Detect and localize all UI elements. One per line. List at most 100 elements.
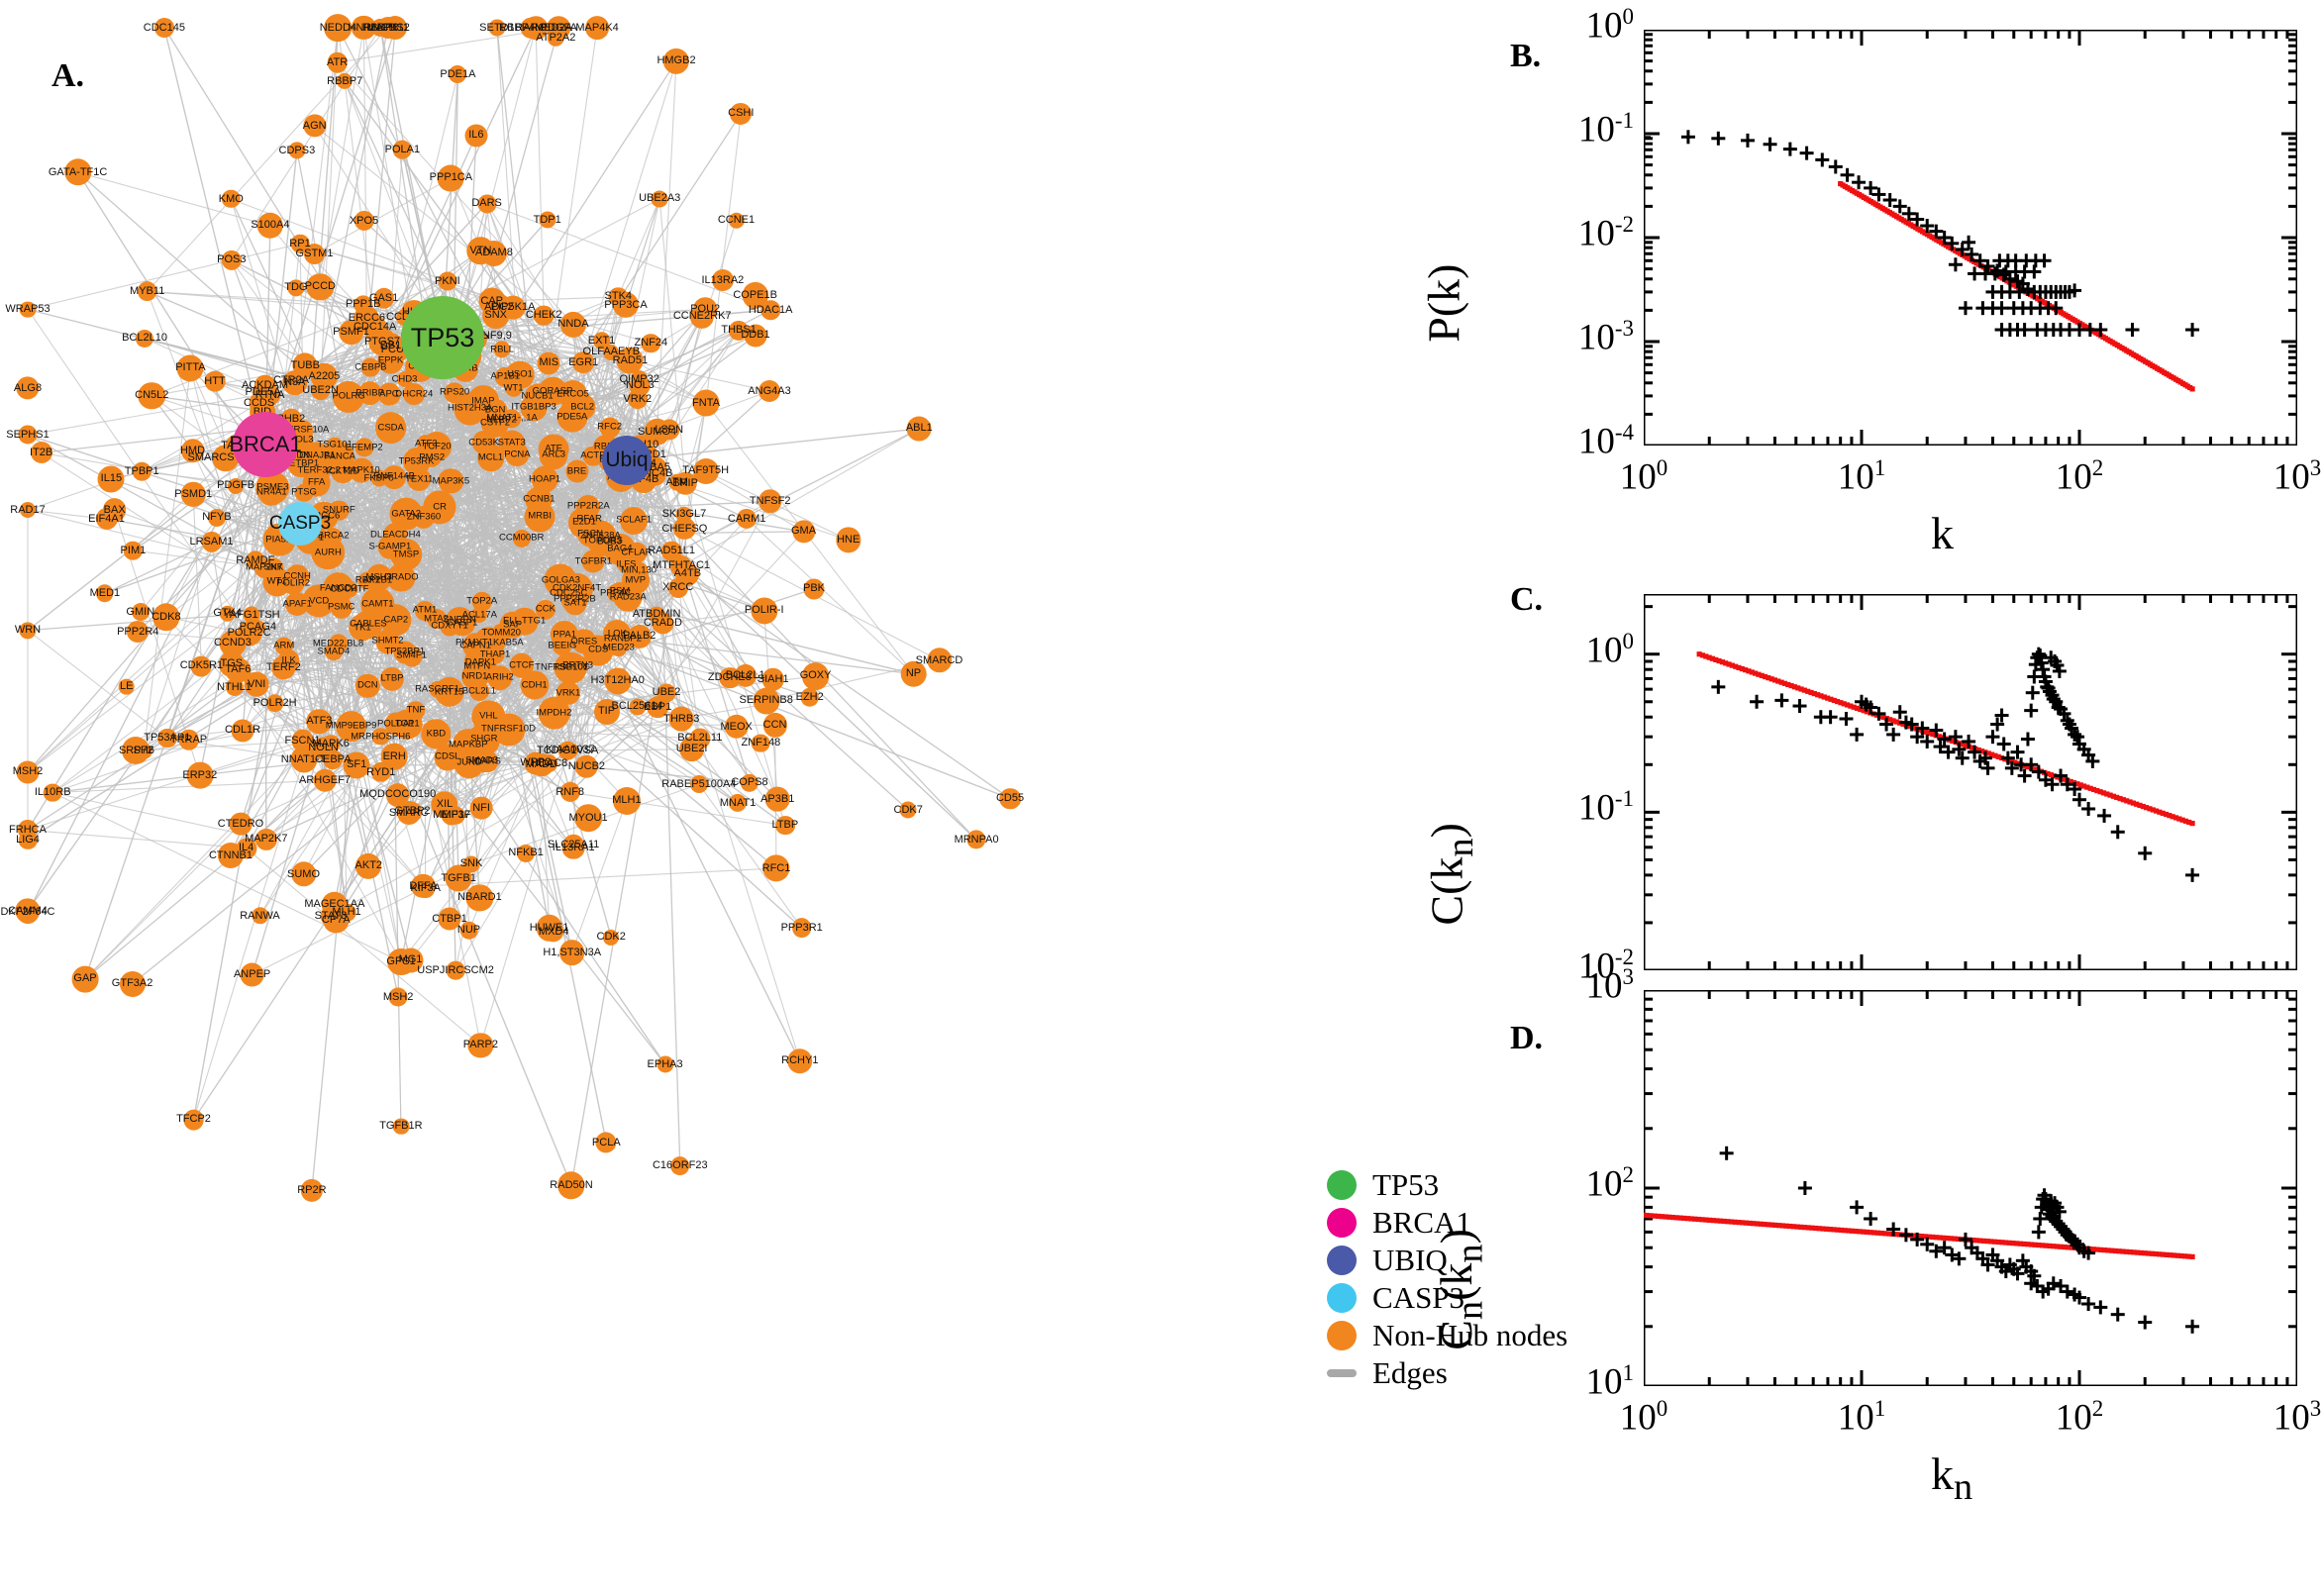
network-node[interactable] <box>524 16 548 40</box>
network-node[interactable] <box>711 269 734 291</box>
network-node[interactable] <box>231 719 254 743</box>
network-node[interactable] <box>620 506 649 535</box>
network-node[interactable] <box>787 1048 813 1074</box>
network-node[interactable] <box>752 734 770 752</box>
network-node[interactable] <box>610 640 628 657</box>
network-node[interactable] <box>18 425 38 445</box>
network-node[interactable] <box>730 102 753 125</box>
network-node[interactable] <box>593 698 620 725</box>
network-node[interactable] <box>303 243 326 265</box>
network-node[interactable] <box>729 320 750 341</box>
network-node[interactable] <box>551 621 579 649</box>
network-node[interactable] <box>599 417 621 439</box>
network-node[interactable] <box>374 412 407 444</box>
network-node[interactable] <box>669 1155 690 1176</box>
network-node[interactable] <box>760 300 780 320</box>
network-node[interactable] <box>380 743 408 770</box>
network-node[interactable] <box>19 622 37 640</box>
network-node[interactable] <box>371 728 389 746</box>
network-node[interactable] <box>452 729 484 760</box>
network-node[interactable] <box>539 211 556 229</box>
network-node[interactable] <box>43 783 62 802</box>
network-node[interactable] <box>327 51 348 73</box>
network-node[interactable] <box>449 65 467 83</box>
network-node[interactable] <box>758 489 782 514</box>
network-node[interactable] <box>791 520 816 544</box>
network-node[interactable] <box>572 351 595 373</box>
network-node[interactable] <box>16 376 40 400</box>
network-node[interactable] <box>509 653 535 678</box>
network-node[interactable] <box>132 462 152 481</box>
network-node[interactable] <box>538 434 569 464</box>
network-node[interactable] <box>559 311 587 338</box>
network-node[interactable] <box>493 341 511 358</box>
network-node[interactable] <box>392 1118 410 1135</box>
network-node[interactable] <box>323 749 344 770</box>
network-node[interactable] <box>349 457 374 483</box>
network-node[interactable] <box>371 18 390 38</box>
network-node[interactable] <box>753 687 780 715</box>
network-node[interactable] <box>689 775 708 794</box>
network-node[interactable] <box>604 667 632 695</box>
network-node[interactable] <box>561 837 585 860</box>
network-node[interactable] <box>621 566 650 595</box>
network-node[interactable] <box>744 324 767 348</box>
network-node[interactable] <box>742 282 768 309</box>
network-node[interactable] <box>190 655 212 677</box>
network-node[interactable] <box>136 743 152 759</box>
network-node[interactable] <box>678 736 705 762</box>
network-node[interactable] <box>658 419 680 441</box>
network-node[interactable] <box>446 960 465 980</box>
network-node[interactable] <box>762 854 790 882</box>
network-node[interactable] <box>464 124 488 147</box>
network-node[interactable] <box>603 929 620 946</box>
network-node[interactable] <box>740 773 759 792</box>
network-node[interactable] <box>259 384 280 406</box>
network-node[interactable] <box>313 768 337 792</box>
network-node[interactable] <box>337 73 354 90</box>
network-node[interactable] <box>547 16 571 40</box>
network-node[interactable] <box>360 357 380 377</box>
network-node[interactable] <box>124 541 143 560</box>
network-node[interactable] <box>612 292 640 319</box>
network-node[interactable] <box>729 794 748 813</box>
network-node[interactable] <box>673 517 696 541</box>
network-node[interactable] <box>467 1032 494 1058</box>
network-node[interactable] <box>178 729 199 750</box>
network-node[interactable] <box>499 611 526 639</box>
network-node[interactable] <box>966 830 986 849</box>
hub-node-casp3[interactable]: CASP3 <box>269 502 331 546</box>
network-node[interactable] <box>176 354 204 382</box>
network-node[interactable] <box>254 828 277 850</box>
network-node[interactable] <box>585 16 609 40</box>
network-node[interactable] <box>71 965 99 993</box>
network-node[interactable] <box>417 435 436 452</box>
network-node[interactable] <box>471 591 492 613</box>
network-node[interactable] <box>288 142 306 159</box>
network-node[interactable] <box>791 918 812 939</box>
network-node[interactable] <box>285 564 309 588</box>
network-node[interactable] <box>488 19 506 37</box>
network-node[interactable] <box>127 620 150 644</box>
network-node[interactable] <box>326 437 344 454</box>
legend-item[interactable]: BRCA1 <box>1327 1204 1567 1242</box>
network-node[interactable] <box>544 563 577 597</box>
network-node[interactable] <box>906 416 932 442</box>
network-node[interactable] <box>556 401 588 433</box>
network-node[interactable] <box>491 713 526 747</box>
network-node[interactable] <box>335 710 367 743</box>
network-node[interactable] <box>628 698 647 716</box>
network-node[interactable] <box>152 603 180 631</box>
network-node[interactable] <box>285 592 310 617</box>
network-node[interactable] <box>370 469 388 487</box>
network-node[interactable] <box>630 370 649 388</box>
network-node[interactable] <box>529 752 554 777</box>
network-node[interactable] <box>415 600 435 621</box>
network-node[interactable] <box>734 664 757 687</box>
network-node[interactable] <box>438 271 457 291</box>
network-node[interactable] <box>377 382 401 406</box>
network-node[interactable] <box>574 804 602 833</box>
network-node[interactable] <box>401 646 423 667</box>
network-node[interactable] <box>386 563 416 592</box>
network-node[interactable] <box>557 741 577 760</box>
